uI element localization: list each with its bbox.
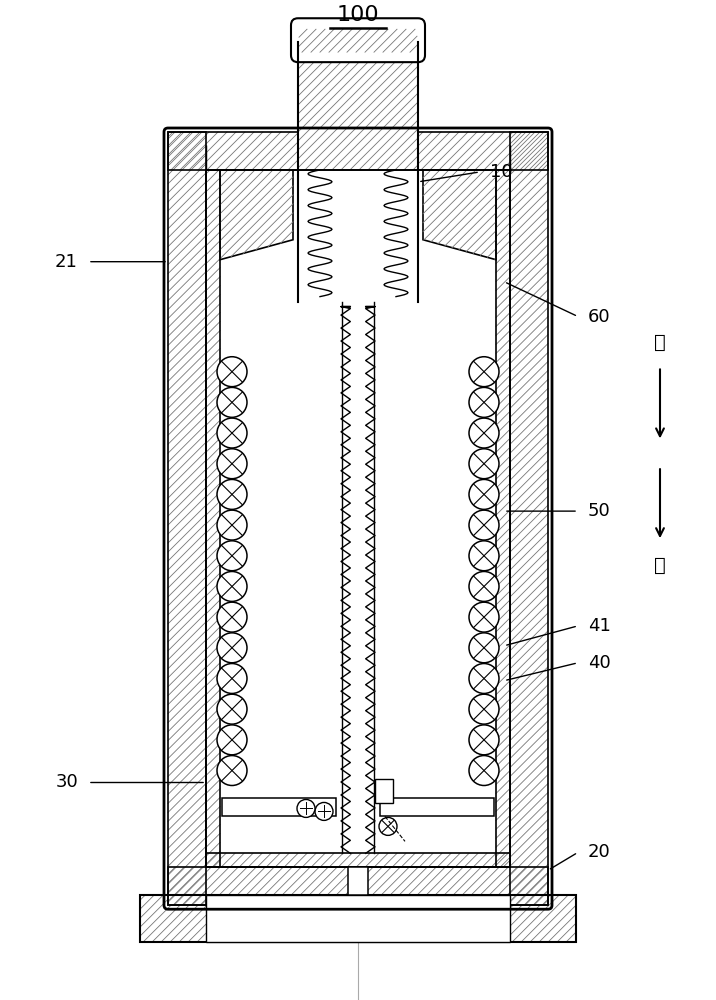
Text: 上: 上 <box>654 332 666 351</box>
Circle shape <box>217 418 247 448</box>
Bar <box>348 867 368 895</box>
Circle shape <box>469 664 499 693</box>
Bar <box>222 798 336 816</box>
Text: 100: 100 <box>337 5 379 25</box>
Bar <box>222 798 336 816</box>
Circle shape <box>469 756 499 785</box>
Text: 下: 下 <box>654 556 666 575</box>
Circle shape <box>469 571 499 601</box>
Circle shape <box>217 541 247 571</box>
Circle shape <box>217 571 247 601</box>
Circle shape <box>297 799 315 817</box>
Bar <box>206 170 220 867</box>
Circle shape <box>469 479 499 509</box>
Text: 50: 50 <box>588 502 611 520</box>
Bar <box>168 132 298 170</box>
Text: 21: 21 <box>55 253 78 271</box>
Bar <box>206 895 510 942</box>
Text: 10: 10 <box>490 163 513 181</box>
Circle shape <box>217 602 247 632</box>
Text: 20: 20 <box>588 843 611 861</box>
Circle shape <box>469 633 499 663</box>
Bar <box>510 132 548 905</box>
Circle shape <box>217 387 247 417</box>
FancyBboxPatch shape <box>291 18 425 62</box>
Bar <box>206 895 510 942</box>
Circle shape <box>217 357 247 387</box>
Bar <box>299 29 417 52</box>
Circle shape <box>217 479 247 509</box>
Bar <box>168 867 548 905</box>
Bar <box>348 867 368 895</box>
Circle shape <box>469 694 499 724</box>
Circle shape <box>379 817 397 835</box>
Polygon shape <box>423 170 496 260</box>
Bar <box>298 27 418 302</box>
Bar <box>140 895 576 942</box>
Circle shape <box>217 633 247 663</box>
Circle shape <box>217 664 247 693</box>
Text: 40: 40 <box>588 654 611 672</box>
Circle shape <box>469 357 499 387</box>
Bar <box>168 132 206 905</box>
Bar <box>375 779 393 803</box>
Text: 60: 60 <box>588 308 611 326</box>
Bar <box>206 853 510 867</box>
Bar <box>168 867 548 905</box>
Polygon shape <box>220 170 293 260</box>
Text: 41: 41 <box>588 617 611 635</box>
Bar <box>418 132 548 170</box>
Circle shape <box>217 756 247 785</box>
Bar <box>206 853 510 867</box>
Circle shape <box>469 449 499 479</box>
Bar <box>496 170 510 867</box>
Bar <box>206 170 510 867</box>
Bar <box>140 895 576 942</box>
Bar <box>168 132 298 170</box>
Circle shape <box>469 725 499 755</box>
Circle shape <box>315 802 333 820</box>
Circle shape <box>469 387 499 417</box>
Circle shape <box>469 510 499 540</box>
Bar <box>380 798 494 816</box>
Bar <box>206 170 510 867</box>
Text: 30: 30 <box>55 773 78 791</box>
Bar <box>206 170 220 867</box>
Bar <box>496 170 510 867</box>
Circle shape <box>217 510 247 540</box>
Circle shape <box>217 694 247 724</box>
Bar <box>168 132 206 905</box>
Circle shape <box>469 541 499 571</box>
Circle shape <box>469 418 499 448</box>
Bar <box>510 132 548 905</box>
Bar <box>380 798 494 816</box>
Circle shape <box>217 449 247 479</box>
Circle shape <box>469 602 499 632</box>
Circle shape <box>217 725 247 755</box>
Bar <box>418 132 548 170</box>
